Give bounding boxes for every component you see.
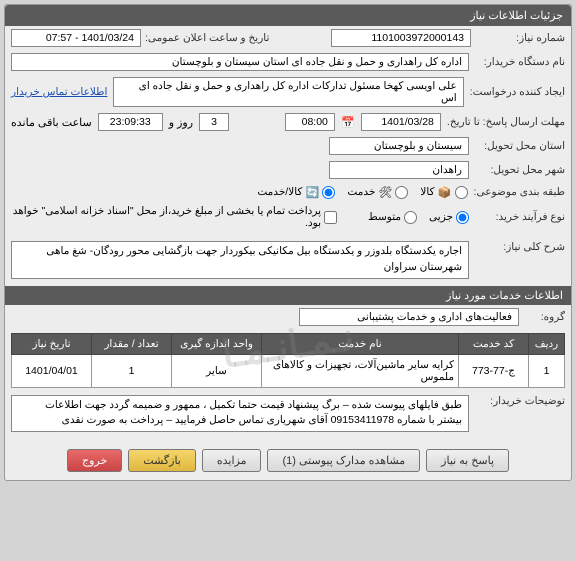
announce-value: 1401/03/24 - 07:57 xyxy=(11,29,141,47)
city-label: شهر محل تحویل: xyxy=(475,164,565,176)
row-subject-type: طبقه بندی موضوعی: 📦 کالا 🛠 خدمت 🔄 کالا/خ… xyxy=(5,182,571,202)
buyer-label: نام دستگاه خریدار: xyxy=(475,56,565,68)
group-value: فعالیت‌های اداری و خدمات پشتیبانی xyxy=(299,308,519,326)
col-date: تاریخ نیاز xyxy=(12,333,92,354)
col-unit: واحد اندازه گیری xyxy=(172,333,262,354)
button-bar: پاسخ به نیاز مشاهده مدارک پیوستی (1) مزا… xyxy=(5,441,571,480)
need-desc-label: شرح کلی نیاز: xyxy=(475,241,565,253)
treasury-checkbox-input[interactable] xyxy=(324,211,337,224)
radio-goods-service[interactable]: 🔄 کالا/خدمت xyxy=(257,185,335,199)
radio-small[interactable]: جزیی xyxy=(429,211,469,224)
remain-days-suffix: روز و xyxy=(169,116,193,129)
radio-goods[interactable]: 📦 کالا xyxy=(420,185,467,199)
row-buyer-notes: توضیحات خریدار: طبق فایلهای پیوست شده – … xyxy=(5,392,571,436)
row-city: شهر محل تحویل: راهدان xyxy=(5,158,571,182)
buyer-notes-label: توضیحات خریدار: xyxy=(475,395,565,407)
radio-goods-service-input[interactable] xyxy=(322,186,335,199)
calendar-icon[interactable]: 📅 xyxy=(341,115,355,129)
need-desc-text: اجاره یکدستگاه بلدوزر و یکدستگاه بیل مکا… xyxy=(11,241,469,279)
row-process: نوع فرآیند خرید: جزیی متوسط پرداخت تمام … xyxy=(5,202,571,232)
row-deadline: مهلت ارسال پاسخ: تا تاریخ. 1401/03/28 📅 … xyxy=(5,110,571,134)
deadline-label: مهلت ارسال پاسخ: تا تاریخ. xyxy=(447,116,565,128)
radio-medium[interactable]: متوسط xyxy=(368,211,417,224)
cell-unit: سایر xyxy=(172,354,262,387)
row-group: گروه: فعالیت‌های اداری و خدمات پشتیبانی xyxy=(5,305,571,329)
radio-medium-input[interactable] xyxy=(404,211,417,224)
table-header-row: ردیف کد خدمت نام خدمت واحد اندازه گیری ت… xyxy=(12,333,565,354)
cell-name: کرایه سایر ماشین‌آلات، تجهیزات و کالاهای… xyxy=(262,354,459,387)
details-panel: جزئیات اطلاعات نیاز شماره نیاز: 11010039… xyxy=(4,4,572,481)
need-no-label: شماره نیاز: xyxy=(475,32,565,44)
buyer-notes-text: طبق فایلهای پیوست شده – برگ پیشنهاد قیمت… xyxy=(11,395,469,433)
row-province: استان محل تحویل: سیستان و بلوچستان xyxy=(5,134,571,158)
need-no-value: 1101003972000143 xyxy=(331,29,471,47)
radio-small-input[interactable] xyxy=(456,211,469,224)
cell-row-no: 1 xyxy=(529,354,565,387)
requester-label: ایجاد کننده درخواست: xyxy=(470,86,565,98)
respond-button[interactable]: پاسخ به نیاز xyxy=(426,449,509,472)
col-code: کد خدمت xyxy=(459,333,529,354)
radio-service[interactable]: 🛠 خدمت xyxy=(347,185,408,199)
deadline-date: 1401/03/28 xyxy=(361,113,441,131)
col-qty: تعداد / مقدار xyxy=(92,333,172,354)
col-row-no: ردیف xyxy=(529,333,565,354)
radio-goods-input[interactable] xyxy=(455,186,468,199)
attachments-button[interactable]: مشاهده مدارک پیوستی (1) xyxy=(267,449,420,472)
auction-button[interactable]: مزایده xyxy=(202,449,262,472)
city-value: راهدان xyxy=(329,161,469,179)
remain-days: 3 xyxy=(199,113,229,131)
table-row: 1 ج-77-773 کرایه سایر ماشین‌آلات، تجهیزا… xyxy=(12,354,565,387)
services-table: ردیف کد خدمت نام خدمت واحد اندازه گیری ت… xyxy=(11,333,565,388)
group-label: گروه: xyxy=(525,311,565,323)
subject-type-label: طبقه بندی موضوعی: xyxy=(474,186,565,198)
treasury-checkbox[interactable]: پرداخت تمام یا بخشی از مبلغ خرید،از محل … xyxy=(11,205,337,229)
goods-service-icon: 🔄 xyxy=(305,185,319,199)
requester-value: علی اویسی کهخا مسئول تدارکات اداره کل را… xyxy=(113,77,463,107)
panel-title: جزئیات اطلاعات نیاز xyxy=(5,5,571,26)
back-button[interactable]: بازگشت xyxy=(128,449,196,472)
cell-qty: 1 xyxy=(92,354,172,387)
remain-suffix: ساعت باقی مانده xyxy=(11,116,92,129)
province-label: استان محل تحویل: xyxy=(475,140,565,152)
row-requester: ایجاد کننده درخواست: علی اویسی کهخا مسئو… xyxy=(5,74,571,110)
deadline-time: 08:00 xyxy=(285,113,335,131)
services-section-title: اطلاعات خدمات مورد نیاز xyxy=(5,286,571,305)
radio-service-input[interactable] xyxy=(395,186,408,199)
exit-button[interactable]: خروج xyxy=(67,449,122,472)
cell-code: ج-77-773 xyxy=(459,354,529,387)
row-need-desc: شرح کلی نیاز: اجاره یکدستگاه بلدوزر و یک… xyxy=(5,238,571,282)
cell-date: 1401/04/01 xyxy=(12,354,92,387)
province-value: سیستان و بلوچستان xyxy=(329,137,469,155)
goods-icon: 📦 xyxy=(438,185,452,199)
process-label: نوع فرآیند خرید: xyxy=(475,211,565,223)
contact-link[interactable]: اطلاعات تماس خریدار xyxy=(11,86,107,98)
announce-label: تاریخ و ساعت اعلان عمومی: xyxy=(145,32,269,44)
row-need-no: شماره نیاز: 1101003972000143 تاریخ و ساع… xyxy=(5,26,571,50)
row-buyer: نام دستگاه خریدار: اداره کل راهداری و حم… xyxy=(5,50,571,74)
remain-time: 23:09:33 xyxy=(98,113,163,131)
col-name: نام خدمت xyxy=(262,333,459,354)
buyer-value: اداره کل راهداری و حمل و نقل جاده ای است… xyxy=(11,53,469,71)
service-icon: 🛠 xyxy=(378,185,392,199)
